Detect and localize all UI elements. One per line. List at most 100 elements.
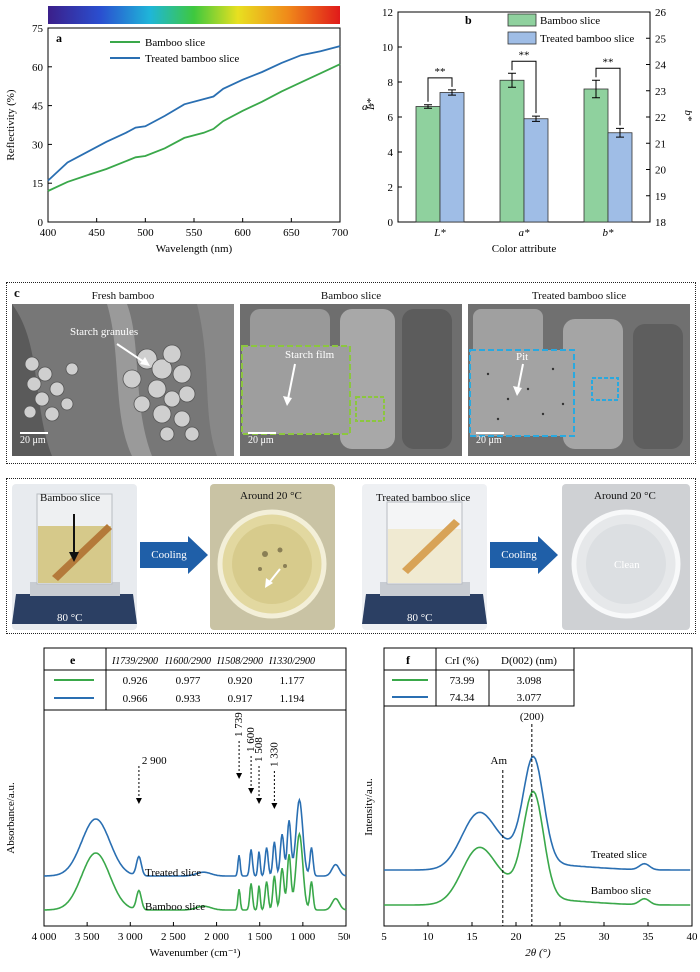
series-line-1 xyxy=(47,45,341,182)
y-axis-label: Reflectivity (%) xyxy=(5,89,17,161)
color-attribute-chart: 024681012181920212223242526a*L*b*L***a**… xyxy=(362,7,694,255)
series-label-bamboo: Bamboo slice xyxy=(145,901,205,913)
y-tick-label: 4 xyxy=(388,147,394,159)
dish-graphic xyxy=(562,484,690,630)
table-cell: 0.926 xyxy=(123,675,148,687)
y-axis-label-L: L* xyxy=(365,98,377,111)
series-label-bamboo: Bamboo slice xyxy=(591,885,651,897)
x-tick-label: 1 000 xyxy=(290,931,315,943)
sem-annotation-starch-granules: Starch granules xyxy=(70,326,139,338)
panel-label: b xyxy=(465,13,472,27)
scale-label: 20 μm xyxy=(248,435,274,446)
x-tick-label: b* xyxy=(603,227,615,239)
dish-graphic xyxy=(210,484,335,630)
sem-title-fresh: Fresh bamboo xyxy=(91,290,155,302)
peak-arrowhead xyxy=(256,798,263,804)
beaker-label-treated: Treated bamboo slice xyxy=(376,492,471,504)
panel-label: f xyxy=(406,653,411,667)
panel-label: e xyxy=(70,653,76,667)
scale-label: 20 μm xyxy=(20,435,46,446)
am-label: Am xyxy=(491,755,508,767)
panel-f: f CrI (%) D(002) (nm) 73.99 3.098 74.34 3.077 5… xyxy=(350,640,700,967)
beaker-graphic xyxy=(362,484,487,630)
peak-label: 1 330 xyxy=(268,742,280,767)
x-tick-label: 600 xyxy=(234,227,251,239)
y-tick-label: 10 xyxy=(382,42,394,54)
x-tick-label: 40 xyxy=(687,931,699,943)
x-tick-label: 1 500 xyxy=(247,931,272,943)
y-tick-label: 0 xyxy=(38,217,44,229)
dish-photo-treated: Around 20 °C Clean xyxy=(562,484,690,630)
series-label-treated: Treated slice xyxy=(591,849,647,861)
x-tick-label: 450 xyxy=(88,227,105,239)
table-cell: 0.933 xyxy=(176,693,201,705)
peak-label: 1 508 xyxy=(253,737,265,762)
x-axis-label: Wavelength (nm) xyxy=(156,243,233,255)
x-tick-label: 15 xyxy=(467,931,479,943)
sem-slice-graphic xyxy=(240,304,462,456)
x-tick-label: 30 xyxy=(599,931,611,943)
x-tick-label: 500 xyxy=(137,227,154,239)
table-cell: 1.177 xyxy=(280,675,305,687)
table-cell: 0.977 xyxy=(176,675,201,687)
panel-e: e I1739/2900 I1600/2900 I1508/2900 I1330/290… xyxy=(0,640,355,967)
legend-label: Treated bamboo slice xyxy=(145,53,239,65)
significance-label: ** xyxy=(435,66,446,78)
legend-label: Bamboo slice xyxy=(540,15,600,27)
legend-swatch xyxy=(507,31,537,45)
table-cell: 0.920 xyxy=(228,675,253,687)
x-tick-label: 3 500 xyxy=(75,931,100,943)
x-tick-label: 700 xyxy=(332,227,349,239)
x-tick-label: 35 xyxy=(643,931,655,943)
significance-label: ** xyxy=(603,56,614,68)
x-tick-label: 25 xyxy=(555,931,567,943)
table-cell: 0.917 xyxy=(228,693,253,705)
y-tick-label: 8 xyxy=(388,77,394,89)
x-tick-label: a* xyxy=(519,227,531,239)
legend-swatch xyxy=(507,13,537,27)
dish-photo-bamboo: Around 20 °C xyxy=(210,484,335,630)
y-tick-label: 12 xyxy=(382,7,393,19)
bar xyxy=(607,132,633,223)
y2-tick-label: 21 xyxy=(655,138,666,150)
bar xyxy=(439,92,465,223)
beaker-graphic xyxy=(12,484,137,630)
xrd-line-1 xyxy=(384,790,691,906)
y-tick-label: 75 xyxy=(32,23,44,35)
panel-a: 400 450 500 550 600 650 700 0 15 30 45 60 75 Waveleng… xyxy=(0,0,350,260)
y2-tick-label: 23 xyxy=(655,86,667,98)
bar xyxy=(583,88,609,223)
beaker-photo-bamboo: Bamboo slice 80 °C xyxy=(12,484,137,630)
peak-arrowhead xyxy=(248,788,255,794)
x-tick-label: 3 000 xyxy=(118,931,143,943)
x-tick-label: 500 xyxy=(338,931,350,943)
plot-frame xyxy=(43,709,347,927)
reflectivity-chart: 400 450 500 550 600 650 700 0 15 30 45 60 75 Waveleng… xyxy=(5,6,349,255)
result-label-left: Around 20 °C xyxy=(240,490,302,502)
sem-image-fresh-bamboo: Starch granules 20 μm xyxy=(12,304,234,456)
y2-axis-label: b* xyxy=(682,110,694,122)
x-tick-label: 400 xyxy=(40,227,57,239)
x-tick-label: 650 xyxy=(283,227,300,239)
significance-bracket xyxy=(595,67,621,126)
series-label-treated: Treated slice xyxy=(145,867,201,879)
result-label-right: Around 20 °C xyxy=(594,490,656,502)
legend-label: Treated bamboo slice xyxy=(540,33,634,45)
table-cell: 1.194 xyxy=(280,693,305,705)
scale-bar xyxy=(20,432,48,434)
sem-fresh-graphic xyxy=(12,304,234,456)
significance-label: ** xyxy=(519,49,530,61)
peak-200-label: (200) xyxy=(520,711,544,723)
ftir-chart: e I1739/2900 I1600/2900 I1508/2900 I1330/290… xyxy=(5,647,355,959)
peak-arrowhead xyxy=(236,773,243,779)
cooling-label: Cooling xyxy=(151,549,187,561)
sem-annotation-pit: Pit xyxy=(516,351,529,363)
sem-image-bamboo-slice: Starch film 20 μm xyxy=(240,304,462,456)
y2-tick-label: 20 xyxy=(655,165,667,177)
x-tick-label: 550 xyxy=(186,227,203,239)
table-cell: 73.99 xyxy=(450,675,475,687)
sem-title-slice: Bamboo slice xyxy=(320,290,382,302)
panel-label: a xyxy=(56,31,62,45)
x-axis-label: Wavenumber (cm⁻¹) xyxy=(150,947,241,959)
table-cell: 3.098 xyxy=(517,675,542,687)
